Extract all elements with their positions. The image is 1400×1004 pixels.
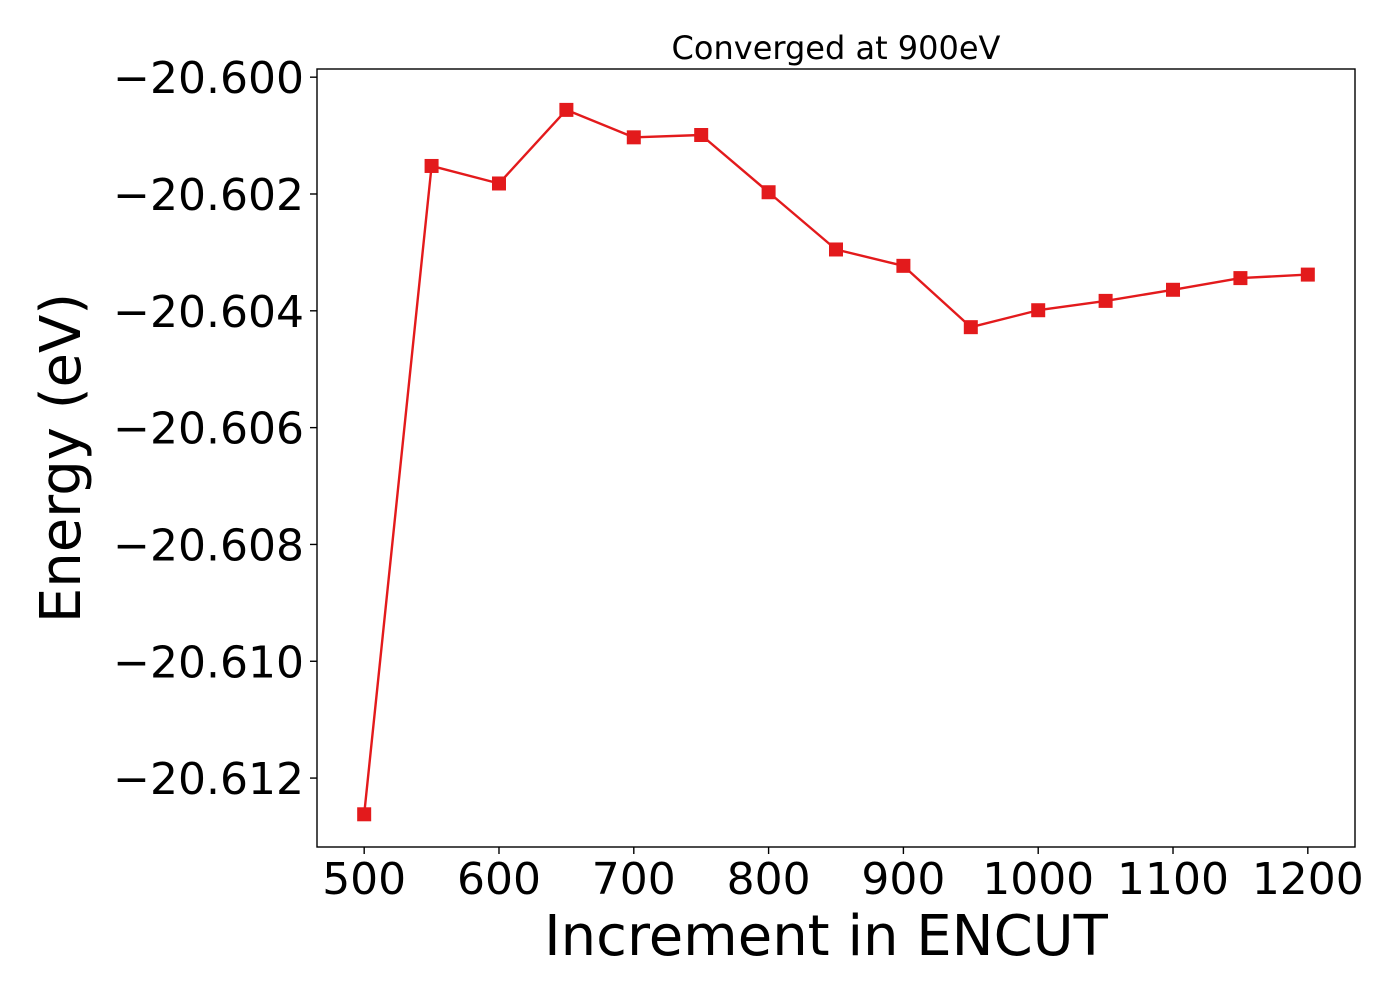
- x-tick-label: 800: [727, 854, 811, 905]
- x-tick-label: 600: [457, 854, 541, 905]
- data-point-marker: [896, 258, 911, 273]
- data-point-marker: [829, 242, 843, 257]
- y-axis-label: Energy (eV): [29, 293, 94, 623]
- data-point-marker: [963, 320, 978, 335]
- data-point-marker: [694, 128, 709, 143]
- x-tick-label: 1100: [1117, 854, 1229, 905]
- data-point-marker: [1031, 303, 1046, 318]
- y-tick-label: −20.600: [113, 53, 304, 104]
- data-point-marker: [424, 158, 439, 173]
- x-tick-label: 500: [322, 854, 406, 905]
- plot-area: 500 600 700 800 900 1000 1100 1200 −20.600 −20.60…: [113, 53, 1364, 905]
- data-point-marker: [559, 102, 574, 117]
- data-point-marker: [1233, 271, 1248, 286]
- y-tick-label: −20.602: [113, 170, 304, 221]
- y-tick-label: −20.608: [113, 520, 304, 571]
- data-point-marker: [491, 176, 506, 191]
- data-point-marker: [1098, 293, 1113, 308]
- x-tick-label: 700: [592, 854, 676, 905]
- y-tick-label: −20.606: [113, 404, 304, 455]
- x-tick-label: 1200: [1252, 854, 1364, 905]
- data-point-marker: [1300, 267, 1315, 282]
- x-axis-label: Increment in ENCUT: [544, 904, 1109, 969]
- data-point-marker: [761, 185, 776, 200]
- data-point-marker: [1166, 282, 1181, 297]
- y-tick-label: −20.604: [113, 287, 304, 338]
- x-tick-label: 900: [861, 854, 945, 905]
- data-point-marker: [357, 807, 372, 822]
- y-tick-label: −20.610: [113, 637, 304, 688]
- y-tick-label: −20.612: [113, 754, 304, 805]
- chart-title: Converged at 900eV: [672, 29, 1001, 67]
- data-point-marker: [626, 130, 641, 145]
- plot-frame: [316, 68, 1356, 848]
- x-tick-label: 1000: [982, 854, 1094, 905]
